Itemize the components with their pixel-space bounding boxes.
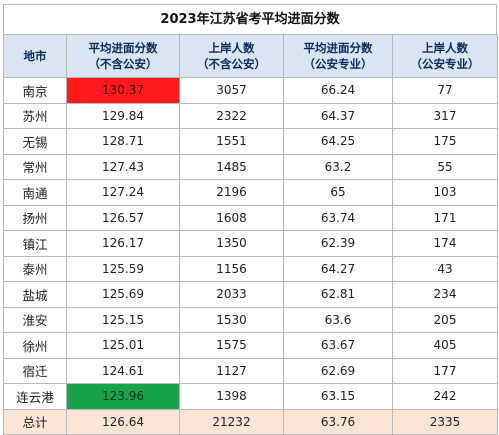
police-avg-score-cell: 63.6	[283, 306, 393, 333]
police-hired-count-cell: 234	[392, 281, 498, 308]
city-cell: 无锡	[3, 128, 67, 155]
table-body: 南京 130.37 3057 66.24 77 苏州 129.84 2322 64.37 317 无…	[3, 77, 498, 435]
avg-score-cell: 127.43	[66, 153, 180, 180]
table-row: 常州 127.43 1485 63.2 55	[3, 153, 498, 180]
score-table-container: 2023年江苏省考平均进面分数 地市 平均进面分数 （不含公安） 上岸人数 （不含公…	[3, 4, 498, 435]
city-cell: 南通	[3, 179, 67, 206]
police-avg-score-cell: 63.2	[283, 153, 393, 180]
header-city: 地市	[3, 34, 67, 78]
hired-count-cell: 1485	[179, 153, 284, 180]
hired-count-cell: 1350	[179, 230, 284, 257]
avg-score-cell: 125.59	[66, 255, 180, 282]
table-row: 盐城 125.69 2033 62.81 234	[3, 281, 498, 308]
police-hired-count-cell: 103	[392, 179, 498, 206]
table-row: 扬州 126.57 1608 63.74 171	[3, 204, 498, 231]
total-city-cell: 总计	[3, 408, 67, 435]
police-hired-count-cell: 177	[392, 357, 498, 384]
score-table: 地市 平均进面分数 （不含公安） 上岸人数 （不含公安） 平均进面分数 （公安专业） …	[3, 34, 498, 435]
total-avg-score-cell: 126.64	[66, 408, 180, 435]
city-cell: 淮安	[3, 306, 67, 333]
city-cell: 徐州	[3, 332, 67, 359]
avg-score-cell: 128.71	[66, 128, 180, 155]
table-row: 淮安 125.15 1530 63.6 205	[3, 306, 498, 333]
total-police-hired-count-cell: 2335	[392, 408, 498, 435]
police-avg-score-cell: 63.74	[283, 204, 393, 231]
police-hired-count-cell: 171	[392, 204, 498, 231]
total-row: 总计 126.64 21232 63.76 2335	[3, 408, 498, 435]
police-avg-score-cell: 62.81	[283, 281, 393, 308]
police-avg-score-cell: 63.15	[283, 383, 393, 410]
table-header: 地市 平均进面分数 （不含公安） 上岸人数 （不含公安） 平均进面分数 （公安专业） …	[3, 34, 498, 78]
police-hired-count-cell: 43	[392, 255, 498, 282]
table-row: 南通 127.24 2196 65 103	[3, 179, 498, 206]
police-avg-score-cell: 63.67	[283, 332, 393, 359]
hired-count-cell: 1156	[179, 255, 284, 282]
hired-count-cell: 1127	[179, 357, 284, 384]
table-row: 南京 130.37 3057 66.24 77	[3, 77, 498, 104]
police-avg-score-cell: 62.39	[283, 230, 393, 257]
city-cell: 泰州	[3, 255, 67, 282]
police-hired-count-cell: 175	[392, 128, 498, 155]
city-cell: 苏州	[3, 102, 67, 129]
hired-count-cell: 3057	[179, 77, 284, 104]
police-avg-score-cell: 64.27	[283, 255, 393, 282]
hired-count-cell: 1398	[179, 383, 284, 410]
avg-score-cell: 126.17	[66, 230, 180, 257]
police-avg-score-cell: 66.24	[283, 77, 393, 104]
city-cell: 镇江	[3, 230, 67, 257]
table-row: 徐州 125.01 1575 63.67 405	[3, 332, 498, 359]
city-cell: 宿迁	[3, 357, 67, 384]
police-avg-score-cell: 65	[283, 179, 393, 206]
total-police-avg-score-cell: 63.76	[283, 408, 393, 435]
police-avg-score-cell: 64.37	[283, 102, 393, 129]
hired-count-cell: 2033	[179, 281, 284, 308]
table-row: 泰州 125.59 1156 64.27 43	[3, 255, 498, 282]
header-police-hired-count: 上岸人数 （公安专业）	[392, 34, 498, 78]
city-cell: 连云港	[3, 383, 67, 410]
police-hired-count-cell: 77	[392, 77, 498, 104]
hired-count-cell: 1530	[179, 306, 284, 333]
header-row: 地市 平均进面分数 （不含公安） 上岸人数 （不含公安） 平均进面分数 （公安专业） …	[3, 34, 498, 78]
avg-score-cell: 124.61	[66, 357, 180, 384]
table-row: 宿迁 124.61 1127 62.69 177	[3, 357, 498, 384]
police-hired-count-cell: 242	[392, 383, 498, 410]
avg-score-cell: 126.57	[66, 204, 180, 231]
header-hired-count: 上岸人数 （不含公安）	[179, 34, 284, 78]
hired-count-cell: 1551	[179, 128, 284, 155]
city-cell: 盐城	[3, 281, 67, 308]
avg-score-cell: 125.01	[66, 332, 180, 359]
avg-score-cell: 125.15	[66, 306, 180, 333]
table-row: 无锡 128.71 1551 64.25 175	[3, 128, 498, 155]
avg-score-cell: 130.37	[66, 77, 180, 104]
header-avg-score: 平均进面分数 （不含公安）	[66, 34, 180, 78]
hired-count-cell: 1575	[179, 332, 284, 359]
table-row: 连云港 123.96 1398 63.15 242	[3, 383, 498, 410]
header-police-avg-score: 平均进面分数 （公安专业）	[283, 34, 393, 78]
city-cell: 扬州	[3, 204, 67, 231]
city-cell: 常州	[3, 153, 67, 180]
avg-score-cell: 125.69	[66, 281, 180, 308]
police-avg-score-cell: 64.25	[283, 128, 393, 155]
hired-count-cell: 2322	[179, 102, 284, 129]
hired-count-cell: 1608	[179, 204, 284, 231]
police-hired-count-cell: 205	[392, 306, 498, 333]
table-row: 镇江 126.17 1350 62.39 174	[3, 230, 498, 257]
table-title: 2023年江苏省考平均进面分数	[3, 4, 497, 34]
avg-score-cell: 129.84	[66, 102, 180, 129]
police-hired-count-cell: 174	[392, 230, 498, 257]
avg-score-cell: 123.96	[66, 383, 180, 410]
avg-score-cell: 127.24	[66, 179, 180, 206]
police-hired-count-cell: 317	[392, 102, 498, 129]
hired-count-cell: 2196	[179, 179, 284, 206]
city-cell: 南京	[3, 77, 67, 104]
police-hired-count-cell: 405	[392, 332, 498, 359]
police-hired-count-cell: 55	[392, 153, 498, 180]
total-hired-count-cell: 21232	[179, 408, 284, 435]
table-row: 苏州 129.84 2322 64.37 317	[3, 102, 498, 129]
police-avg-score-cell: 62.69	[283, 357, 393, 384]
